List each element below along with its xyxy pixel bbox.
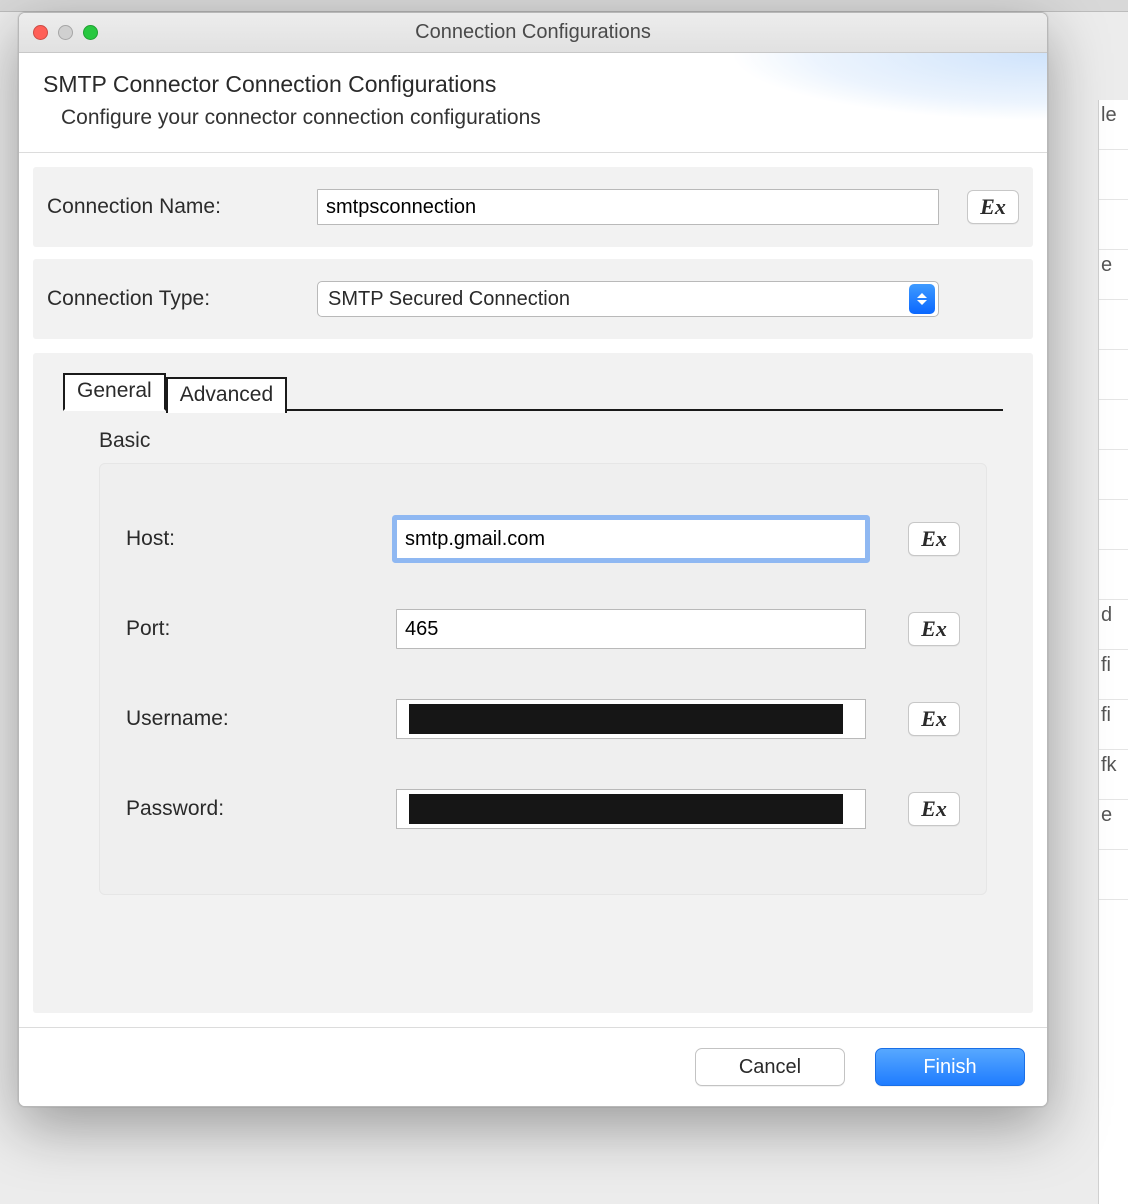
background-strip: leedfififke bbox=[1098, 100, 1128, 1204]
settings-panel: General Advanced Basic Host: Ex Port: Ex bbox=[33, 353, 1033, 1013]
tab-advanced[interactable]: Advanced bbox=[166, 377, 287, 413]
finish-button[interactable]: Finish bbox=[875, 1048, 1025, 1086]
host-input[interactable] bbox=[396, 519, 866, 559]
expression-button-password[interactable]: Ex bbox=[908, 792, 960, 826]
connection-type-select[interactable]: SMTP Secured Connection bbox=[317, 281, 939, 317]
zoom-icon[interactable] bbox=[83, 25, 98, 40]
connection-name-label: Connection Name: bbox=[47, 195, 307, 219]
close-icon[interactable] bbox=[33, 25, 48, 40]
port-label: Port: bbox=[126, 617, 366, 641]
expression-button-port[interactable]: Ex bbox=[908, 612, 960, 646]
dialog-subtitle: Configure your connector connection conf… bbox=[43, 106, 1023, 130]
redaction-block bbox=[409, 794, 843, 824]
basic-group: Host: Ex Port: Ex Username: Ex bbox=[99, 463, 987, 895]
tab-general[interactable]: General bbox=[63, 373, 166, 411]
window-title: Connection Configurations bbox=[19, 21, 1047, 44]
tabs: General Advanced bbox=[63, 373, 1003, 411]
connection-type-selected: SMTP Secured Connection bbox=[318, 288, 906, 311]
connection-type-panel: Connection Type: SMTP Secured Connection bbox=[33, 259, 1033, 339]
dialog-header: SMTP Connector Connection Configurations… bbox=[19, 53, 1047, 153]
expression-button-host[interactable]: Ex bbox=[908, 522, 960, 556]
host-label: Host: bbox=[126, 527, 366, 551]
redaction-block bbox=[409, 704, 843, 734]
password-input[interactable] bbox=[396, 789, 866, 829]
dialog-footer: Cancel Finish bbox=[19, 1027, 1047, 1106]
minimize-icon bbox=[58, 25, 73, 40]
connection-config-dialog: Connection Configurations SMTP Connector… bbox=[18, 12, 1048, 1107]
password-label: Password: bbox=[126, 797, 366, 821]
traffic-lights bbox=[19, 25, 98, 40]
dialog-title: SMTP Connector Connection Configurations bbox=[43, 71, 1023, 98]
dialog-body: Connection Name: Ex Connection Type: SMT… bbox=[19, 153, 1047, 1027]
connection-type-label: Connection Type: bbox=[47, 287, 307, 311]
background-menubar bbox=[0, 0, 1128, 12]
connection-name-panel: Connection Name: Ex bbox=[33, 167, 1033, 247]
expression-button[interactable]: Ex bbox=[967, 190, 1019, 224]
username-label: Username: bbox=[126, 707, 366, 731]
expression-button-username[interactable]: Ex bbox=[908, 702, 960, 736]
basic-group-label: Basic bbox=[59, 411, 1007, 453]
port-input[interactable] bbox=[396, 609, 866, 649]
connection-name-input[interactable] bbox=[317, 189, 939, 225]
titlebar: Connection Configurations bbox=[19, 13, 1047, 53]
chevron-updown-icon bbox=[909, 284, 935, 314]
cancel-button[interactable]: Cancel bbox=[695, 1048, 845, 1086]
header-decoration bbox=[707, 53, 1047, 152]
username-input[interactable] bbox=[396, 699, 866, 739]
